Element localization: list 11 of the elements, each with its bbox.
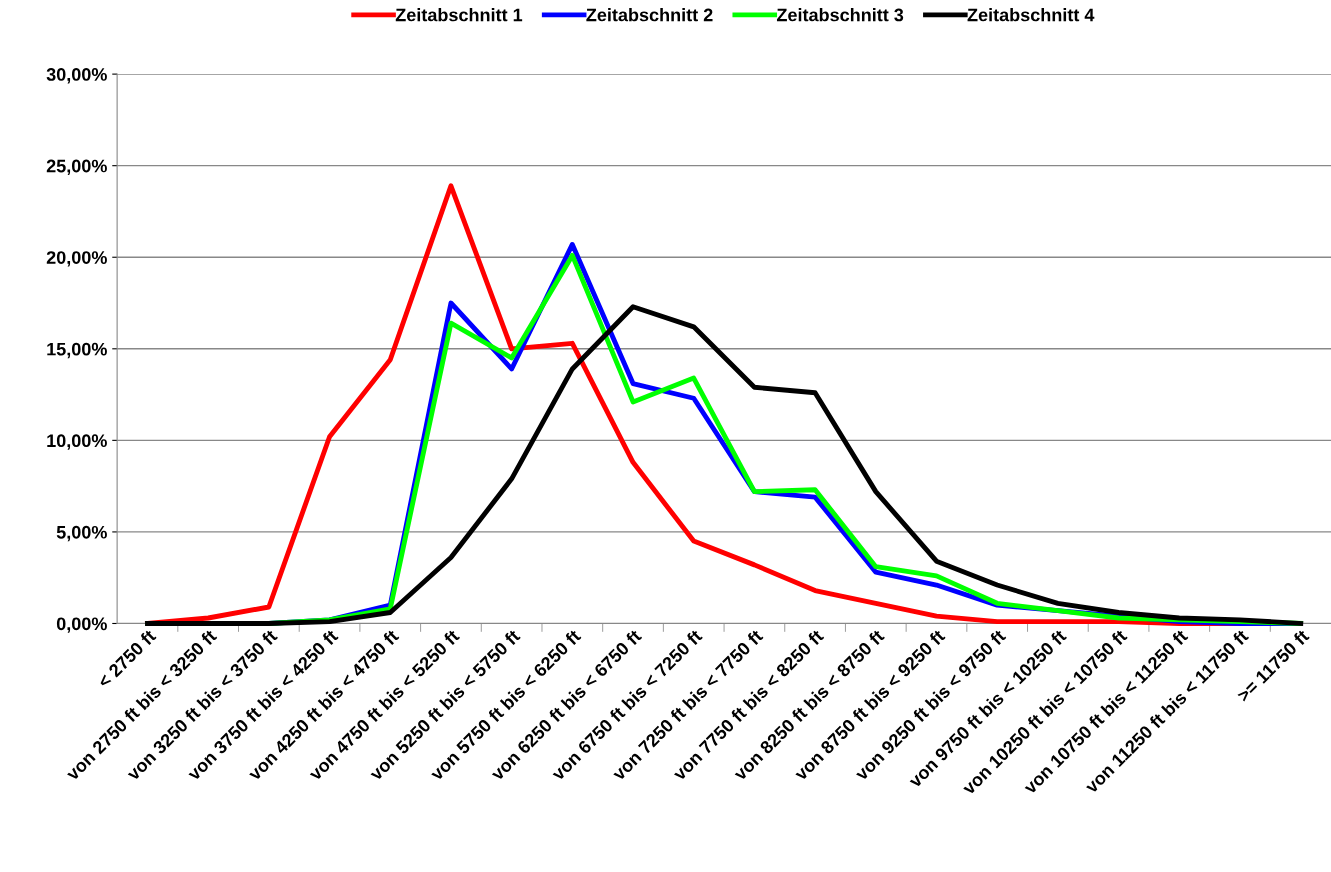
y-tick-label: 5,00%: [56, 525, 107, 542]
legend-label: Zeitabschnitt 4: [967, 8, 1095, 22]
y-tick-label: 15,00%: [47, 342, 107, 359]
y-tick-label: 30,00%: [46, 68, 107, 84]
y-tick-label: 20,00%: [46, 251, 107, 267]
y-tick-label: 10,00%: [47, 434, 107, 450]
legend-label: Zeitabschnitt 2: [586, 8, 713, 22]
legend-label: Zeitabschnitt 1: [395, 8, 523, 22]
y-tick-label: 25,00%: [46, 159, 107, 176]
legend-label: Zeitabschnitt 3: [776, 8, 904, 22]
y-tick-label: 0,00%: [56, 617, 107, 633]
